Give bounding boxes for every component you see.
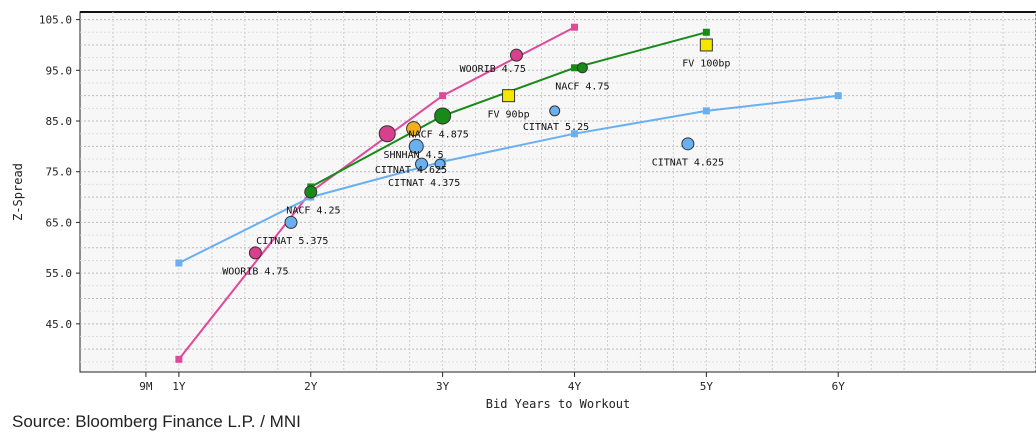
bond-label: FV 90bp — [487, 109, 529, 120]
x-tick-label: 9M — [139, 380, 153, 393]
bond-point — [549, 105, 561, 117]
bond-labels: WOORIB 4.75 CITNAT 5.375 NACF 4.25 NACF 4.8… — [222, 59, 730, 278]
source-note: Source: Bloomberg Finance L.P. / MNI — [12, 412, 301, 431]
bond-label: WOORIB 4.75 — [222, 267, 288, 278]
bond-label: CITNAT 4.375 — [388, 178, 460, 189]
blue-curve-marker — [175, 259, 183, 267]
bond-label: FV 100bp — [682, 59, 730, 70]
x-tick-label: 3Y — [436, 380, 450, 393]
bond-points — [248, 38, 713, 260]
z-spread-chart: 45.0 55.0 65.0 75.0 85.0 95.0 105.0 9M 1Y 2Y 3Y 4Y… — [11, 11, 1036, 411]
pink-curve-marker — [175, 355, 183, 363]
y-tick-label: 65.0 — [46, 216, 73, 229]
y-tick-label: 95.0 — [46, 64, 73, 77]
y-axis-title: Z-Spread — [11, 163, 25, 221]
fair-value-marker — [699, 38, 713, 52]
y-tick-label: 105.0 — [39, 14, 72, 27]
y-tick-label: 45.0 — [46, 318, 73, 331]
bond-point — [415, 157, 429, 171]
bond-point — [248, 246, 262, 260]
pink-curve-line — [178, 26, 575, 360]
bond-point — [304, 185, 318, 199]
bond-point — [408, 138, 424, 154]
bond-label: WOORIB 4.75 — [460, 64, 526, 75]
fair-value-marker — [502, 89, 516, 103]
bond-point — [576, 62, 588, 74]
bond-point — [284, 215, 298, 229]
bond-label: NACF 4.75 — [555, 82, 609, 93]
bond-label: CITNAT 4.625 — [652, 158, 724, 169]
blue-curve-marker — [834, 92, 842, 100]
green-curve-marker — [702, 28, 710, 36]
x-tick-label: 1Y — [172, 380, 186, 393]
pink-curve-marker — [439, 92, 447, 100]
y-axis: 45.0 55.0 65.0 75.0 85.0 95.0 105.0 — [39, 14, 80, 331]
y-tick-label: 85.0 — [46, 115, 73, 128]
bond-label: CITNAT 5.25 — [523, 122, 589, 133]
x-tick-label: 6Y — [832, 380, 846, 393]
bond-point — [406, 121, 422, 137]
x-tick-label: 5Y — [700, 380, 714, 393]
x-tick-label: 4Y — [568, 380, 582, 393]
plot-area — [79, 11, 1036, 373]
bond-label: NACF 4.25 — [286, 206, 340, 217]
y-tick-label: 75.0 — [46, 166, 73, 179]
bond-label: NACF 4.875 — [409, 130, 469, 141]
bond-label: CITNAT 4.625 — [375, 165, 447, 176]
blue-curve-marker — [570, 130, 578, 138]
bond-point — [378, 125, 396, 143]
green-curve-marker — [570, 64, 578, 72]
bond-point — [681, 137, 695, 151]
pink-curve-marker — [570, 23, 578, 31]
bond-point — [509, 48, 523, 62]
x-axis-title: Bid Years to Workout — [486, 397, 631, 411]
bond-label: CITNAT 5.375 — [256, 236, 328, 247]
blue-curve-marker — [702, 107, 710, 115]
x-axis: 9M 1Y 2Y 3Y 4Y 5Y 6Y — [139, 372, 845, 393]
bond-point — [434, 107, 452, 125]
bond-point — [434, 158, 446, 170]
bond-label: SHNHAN 4.5 — [384, 150, 444, 161]
y-tick-label: 55.0 — [46, 267, 73, 280]
blue-curve-line — [178, 94, 839, 264]
x-tick-label: 2Y — [304, 380, 318, 393]
